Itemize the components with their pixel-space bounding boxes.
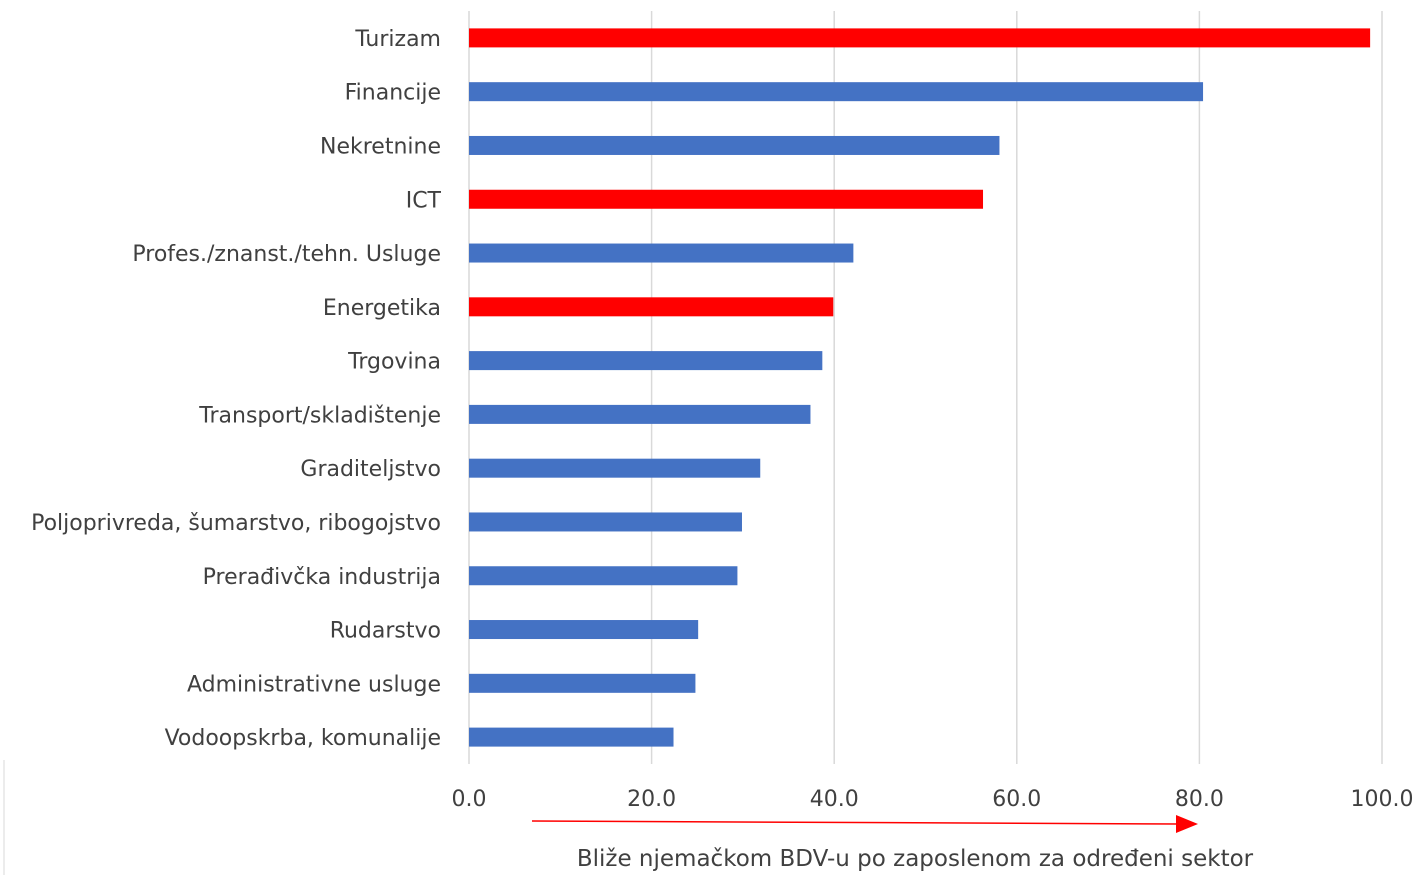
category-label: Rudarstvo [330,619,441,644]
bar [469,135,1000,155]
category-label: Financije [345,81,441,106]
x-tick-label: 20.0 [627,787,676,812]
arrow-shaft [531,820,1181,825]
x-tick-labels: 0.0 20.0 40.0 60.0 80.0 100.0 [452,787,1414,812]
x-axis-label: Bliže njemačkom BDV-u po zaposlenom za o… [577,846,1254,872]
direction-arrow [531,815,1198,833]
category-label: Profes./znanst./tehn. Usluge [132,242,441,267]
category-label: Trgovina [347,350,441,375]
arrow-head [1176,815,1198,833]
category-label: Poljoprivreda, šumarstvo, ribogojstvo [31,511,441,536]
bar [469,620,699,640]
x-tick-label: 100.0 [1351,787,1414,812]
x-tick-label: 80.0 [1175,787,1224,812]
bar [469,351,823,371]
bar [469,566,738,586]
bar-highlighted [469,297,834,317]
category-label: Turizam [354,27,441,52]
bar [469,458,761,478]
bars [469,28,1371,747]
category-label: Prerađivčka industrija [203,565,441,590]
bar [469,243,854,263]
category-label: Energetika [323,296,441,321]
category-labels: Turizam Financije Nekretnine ICT Profes./zna… [31,27,441,751]
bar-highlighted [469,189,984,209]
category-label: Graditeljstvo [300,457,441,482]
bar [469,512,742,532]
category-label: Vodoopskrba, komunalije [165,726,441,751]
x-tick-label: 60.0 [992,787,1041,812]
category-label: Administrativne usluge [187,672,441,697]
bar [469,82,1204,102]
category-label: ICT [406,188,442,213]
bar-highlighted [469,28,1371,48]
bar [469,673,696,693]
category-label: Transport/skladištenje [198,403,441,428]
bar [469,404,811,424]
x-tick-label: 40.0 [810,787,859,812]
x-tick-label: 0.0 [452,787,487,812]
category-label: Nekretnine [320,134,441,159]
bar [469,727,674,747]
